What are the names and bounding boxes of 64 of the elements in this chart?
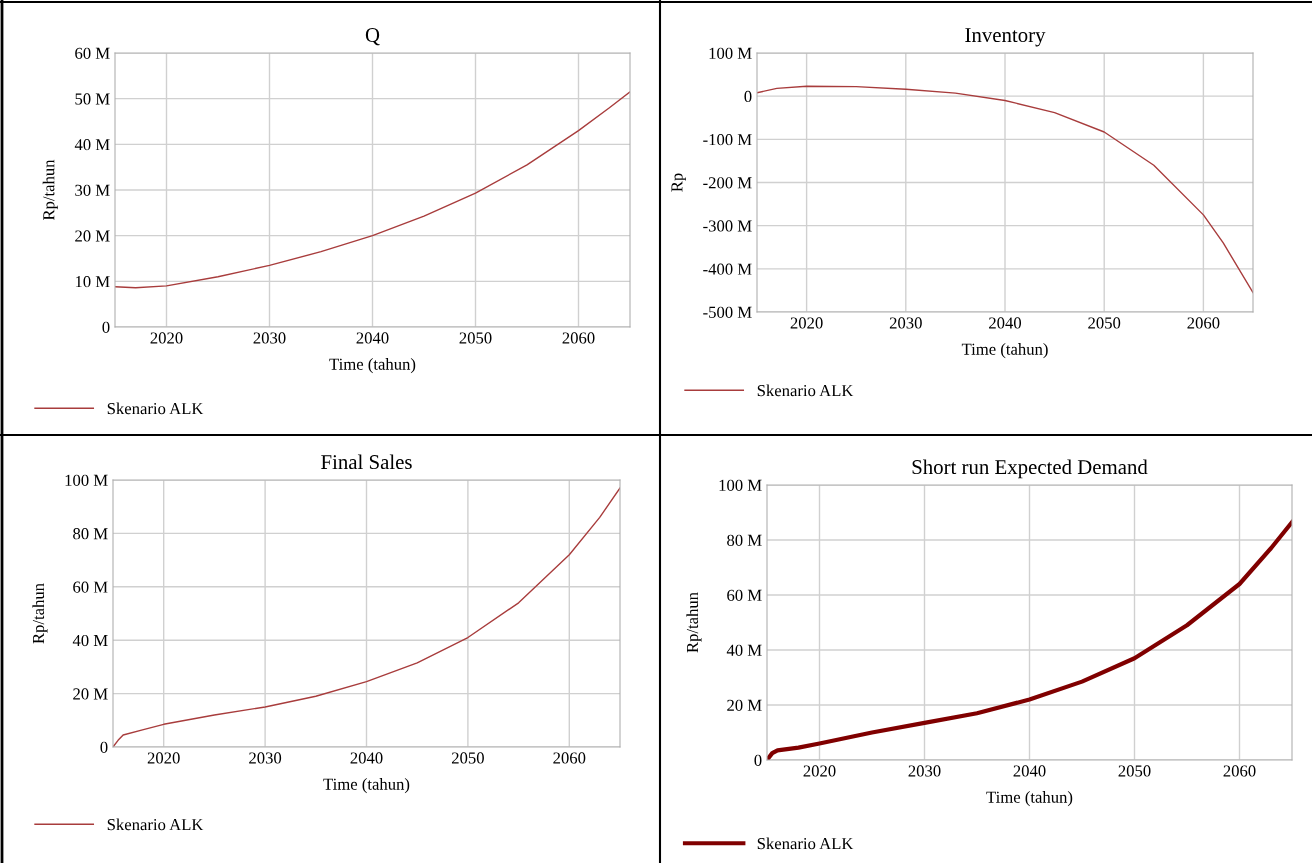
x-tick-label: 2050 — [1118, 765, 1151, 777]
x-tick-label: 2060 — [1223, 765, 1256, 777]
x-tick-label: 2040 — [1013, 765, 1046, 777]
x-axis-title: Time (tahun) — [323, 778, 410, 794]
y-tick-label: 40 M — [72, 634, 108, 647]
y-axis-title: Rp/tahun — [42, 159, 58, 221]
x-tick-label: 2050 — [1088, 317, 1121, 329]
y-tick-label: 40 M — [726, 644, 762, 656]
y-tick-label: 0 — [102, 321, 110, 333]
y-tick-label: 0 — [754, 754, 762, 766]
line-series — [115, 91, 630, 289]
chart-title: Inventory — [965, 28, 1046, 47]
legend-label: Skenario ALK — [107, 818, 204, 831]
x-tick-label: 2030 — [908, 765, 941, 777]
x-tick-label: 2040 — [989, 317, 1022, 329]
y-axis-title: Rp — [671, 173, 686, 192]
y-tick-label: -300 M — [703, 220, 752, 232]
y-axis-title: Rp/tahun — [686, 592, 702, 653]
x-tick-label: 2060 — [562, 332, 595, 344]
y-tick-label: 60 M — [727, 589, 762, 601]
y-axis-title: Rp/tahun — [32, 583, 48, 644]
y-tick-label: -200 M — [703, 177, 752, 189]
x-tick-label: 2050 — [451, 752, 484, 764]
x-axis-title: Time (tahun) — [961, 343, 1048, 359]
y-tick-label: 0 — [744, 90, 752, 103]
y-tick-label: 50 M — [75, 93, 110, 105]
x-tick-label: 2060 — [553, 752, 586, 764]
x-tick-label: 2030 — [889, 317, 922, 329]
y-tick-label: 80 M — [73, 528, 108, 540]
x-axis-title: Time (tahun) — [986, 791, 1073, 807]
chart-title: Short run Expected Demand — [912, 459, 1148, 479]
y-tick-label: 20 M — [75, 230, 110, 242]
line-series — [757, 85, 1253, 294]
y-tick-label: 20 M — [727, 699, 762, 711]
x-tick-label: 2020 — [147, 752, 180, 764]
y-tick-label: 100 M — [709, 47, 752, 59]
x-tick-label: 2040 — [350, 752, 383, 764]
x-tick-label: 2020 — [803, 765, 836, 777]
y-tick-label: 100 M — [65, 474, 108, 486]
y-tick-label: 60 M — [73, 581, 108, 593]
x-tick-label: 2020 — [150, 332, 183, 344]
y-tick-label: 30 M — [75, 184, 110, 196]
y-tick-label: -400 M — [703, 263, 752, 275]
y-tick-label: 80 M — [727, 534, 762, 546]
x-tick-label: 2050 — [459, 332, 492, 344]
y-tick-label: 100 M — [719, 479, 762, 491]
x-tick-label: 2020 — [790, 317, 823, 329]
y-tick-label: 10 M — [75, 276, 110, 288]
x-tick-label: 2060 — [1187, 317, 1220, 329]
x-axis-title: Time (tahun) — [329, 358, 416, 374]
legend-label: Skenario ALK — [107, 402, 204, 415]
legend-label: Skenario ALK — [757, 837, 854, 850]
x-tick-label: 2040 — [356, 332, 389, 344]
chart-title: Q — [365, 28, 380, 46]
x-tick-label: 2030 — [253, 332, 286, 344]
y-tick-label: -100 M — [703, 134, 752, 146]
y-tick-label: -500 M — [703, 306, 752, 318]
y-tick-label: 0 — [100, 741, 108, 753]
x-tick-label: 2030 — [249, 752, 282, 764]
chart-title: Final Sales — [321, 454, 412, 470]
y-tick-label: 40 M — [74, 139, 110, 151]
legend-label: Skenario ALK — [757, 384, 854, 397]
y-tick-label: 20 M — [73, 688, 108, 700]
y-tick-label: 60 M — [75, 47, 110, 59]
